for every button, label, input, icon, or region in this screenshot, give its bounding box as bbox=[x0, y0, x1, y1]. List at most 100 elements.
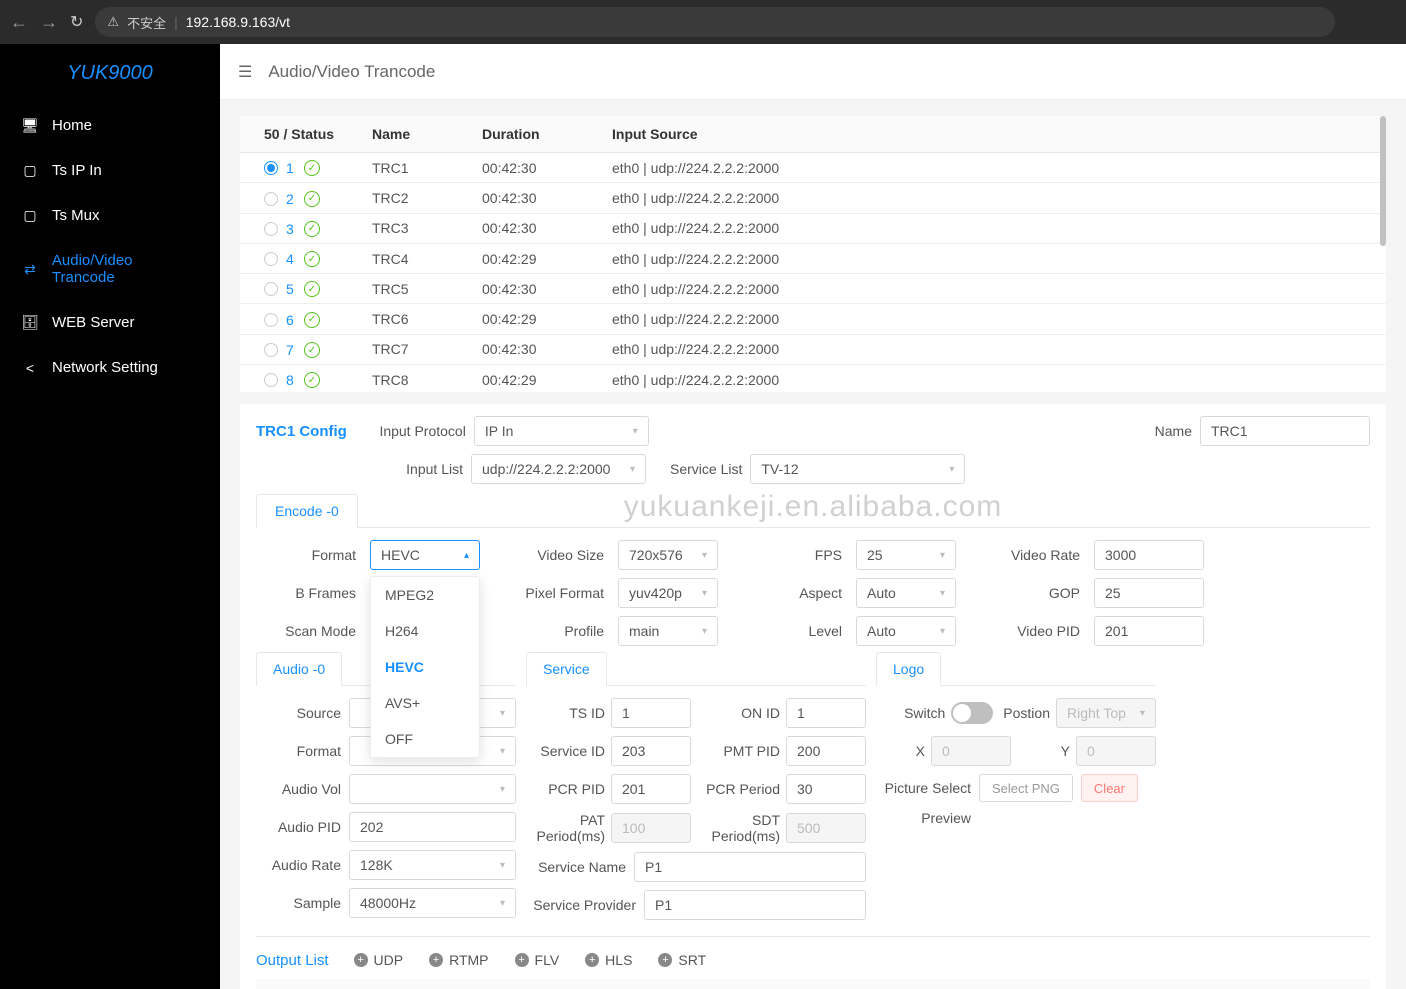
sidebar-item-network[interactable]: < Network Setting bbox=[0, 345, 220, 390]
table-row[interactable]: 2✓ TRC2 00:42:30 eth0 | udp://224.2.2.2:… bbox=[240, 183, 1386, 213]
sidebar-item-web-server[interactable]: 🗄 WEB Server bbox=[0, 300, 220, 345]
chevron-up-icon: ▴ bbox=[464, 550, 469, 561]
row-source: eth0 | udp://224.2.2.2:2000 bbox=[600, 274, 1386, 304]
th-status: 50 / Status bbox=[240, 116, 360, 153]
clear-button[interactable]: Clear bbox=[1081, 774, 1138, 802]
select-png-button[interactable]: Select PNG bbox=[979, 774, 1073, 802]
sidebar-item-transcode[interactable]: ⇄ Audio/Video Trancode bbox=[0, 238, 220, 300]
th-out-status: Status bbox=[296, 979, 366, 989]
audio-format-label: Format bbox=[256, 743, 341, 759]
pixel-format-select[interactable]: yuv420p▾ bbox=[618, 578, 718, 608]
row-radio[interactable] bbox=[264, 161, 278, 175]
tab-service[interactable]: Service bbox=[526, 652, 607, 686]
row-radio[interactable] bbox=[264, 192, 278, 206]
audio-pid-input[interactable]: 202 bbox=[349, 812, 516, 842]
profile-label: Profile bbox=[494, 623, 604, 639]
add-output-rtmp[interactable]: +RTMP bbox=[418, 947, 499, 973]
plus-icon: + bbox=[658, 953, 672, 967]
row-duration: 00:42:30 bbox=[470, 274, 600, 304]
fps-select[interactable]: 25▾ bbox=[856, 540, 956, 570]
service-list-select[interactable]: TV-12▾ bbox=[750, 454, 965, 484]
service-provider-input[interactable]: P1 bbox=[644, 890, 866, 920]
dropdown-option[interactable]: MPEG2 bbox=[371, 577, 479, 613]
audio-vol-select[interactable]: ▾ bbox=[349, 774, 516, 804]
switch-label: Switch bbox=[876, 705, 945, 721]
back-icon[interactable]: ← bbox=[10, 12, 28, 33]
onid-input[interactable]: 1 bbox=[786, 698, 866, 728]
row-radio[interactable] bbox=[264, 313, 278, 327]
row-duration: 00:42:30 bbox=[470, 213, 600, 243]
reload-icon[interactable]: ↻ bbox=[70, 12, 83, 32]
video-pid-input[interactable]: 201 bbox=[1094, 616, 1204, 646]
input-list-select[interactable]: udp://224.2.2.2:2000▾ bbox=[471, 454, 646, 484]
menu-icon[interactable]: ☰ bbox=[238, 62, 252, 82]
table-row[interactable]: 6✓ TRC6 00:42:29 eth0 | udp://224.2.2.2:… bbox=[240, 304, 1386, 334]
sdt-period-input: 500 bbox=[786, 813, 866, 843]
tab-logo[interactable]: Logo bbox=[876, 652, 941, 686]
row-index: 3 bbox=[286, 221, 304, 237]
tsid-input[interactable]: 1 bbox=[611, 698, 691, 728]
add-output-flv[interactable]: +FLV bbox=[504, 947, 571, 973]
logo-switch-toggle[interactable] bbox=[951, 702, 993, 724]
add-output-srt[interactable]: +SRT bbox=[647, 947, 717, 973]
add-output-hls[interactable]: +HLS bbox=[574, 947, 643, 973]
video-size-select[interactable]: 720x576▾ bbox=[618, 540, 718, 570]
check-icon: ✓ bbox=[304, 281, 320, 297]
audio-pid-label: Audio PID bbox=[256, 819, 341, 835]
format-dropdown[interactable]: MPEG2H264HEVCAVS+OFF bbox=[370, 576, 480, 758]
audio-rate-select[interactable]: 128K▾ bbox=[349, 850, 516, 880]
row-radio[interactable] bbox=[264, 282, 278, 296]
chevron-down-icon: ▾ bbox=[1140, 708, 1145, 719]
sidebar: YUK9000 🖥 Home ▢ Ts IP In ▢ Ts Mux ⇄ Aud… bbox=[0, 44, 220, 989]
audio-sample-select[interactable]: 48000Hz▾ bbox=[349, 888, 516, 918]
add-output-udp[interactable]: +UDP bbox=[343, 947, 415, 973]
config-panel: TRC1 Config Input Protocol IP In▾ Name T… bbox=[240, 404, 1386, 989]
aspect-select[interactable]: Auto▾ bbox=[856, 578, 956, 608]
table-row[interactable]: 4✓ TRC4 00:42:29 eth0 | udp://224.2.2.2:… bbox=[240, 243, 1386, 273]
dropdown-option[interactable]: AVS+ bbox=[371, 685, 479, 721]
sidebar-item-ts-ip-in[interactable]: ▢ Ts IP In bbox=[0, 148, 220, 193]
table-row[interactable]: 5✓ TRC5 00:42:30 eth0 | udp://224.2.2.2:… bbox=[240, 274, 1386, 304]
chevron-down-icon: ▾ bbox=[940, 550, 945, 561]
service-name-input[interactable]: P1 bbox=[634, 852, 866, 882]
chevron-down-icon: ▾ bbox=[500, 860, 505, 871]
dropdown-option[interactable]: HEVC bbox=[371, 649, 479, 685]
table-row[interactable]: 1✓ TRC1 00:42:30 eth0 | udp://224.2.2.2:… bbox=[240, 153, 1386, 183]
format-select[interactable]: HEVC▴ bbox=[370, 540, 480, 570]
sidebar-item-ts-mux[interactable]: ▢ Ts Mux bbox=[0, 193, 220, 238]
row-name: TRC2 bbox=[360, 183, 470, 213]
dropdown-option[interactable]: H264 bbox=[371, 613, 479, 649]
check-icon: ✓ bbox=[304, 191, 320, 207]
gop-input[interactable]: 25 bbox=[1094, 578, 1204, 608]
sidebar-item-label: Audio/Video Trancode bbox=[52, 252, 198, 286]
input-protocol-select[interactable]: IP In▾ bbox=[474, 416, 649, 446]
share-icon: < bbox=[22, 360, 38, 376]
table-row[interactable]: 7✓ TRC7 00:42:30 eth0 | udp://224.2.2.2:… bbox=[240, 334, 1386, 364]
dropdown-option[interactable]: OFF bbox=[371, 721, 479, 757]
sidebar-item-label: Home bbox=[52, 117, 92, 134]
audio-source-label: Source bbox=[256, 705, 341, 721]
name-input[interactable]: TRC1 bbox=[1200, 416, 1370, 446]
service-id-input[interactable]: 203 bbox=[611, 736, 691, 766]
url-bar[interactable]: ⚠ 不安全 | 192.168.9.163/vt bbox=[95, 7, 1335, 37]
row-radio[interactable] bbox=[264, 252, 278, 266]
pmt-pid-input[interactable]: 200 bbox=[786, 736, 866, 766]
table-row[interactable]: 8✓ TRC8 00:42:29 eth0 | udp://224.2.2.2:… bbox=[240, 365, 1386, 392]
table-row[interactable]: 3✓ TRC3 00:42:30 eth0 | udp://224.2.2.2:… bbox=[240, 213, 1386, 243]
row-name: TRC4 bbox=[360, 243, 470, 273]
monitor-icon: 🖥 bbox=[22, 117, 38, 134]
level-select[interactable]: Auto▾ bbox=[856, 616, 956, 646]
pcr-period-input[interactable]: 30 bbox=[786, 774, 866, 804]
check-icon: ✓ bbox=[304, 221, 320, 237]
tab-encode[interactable]: Encode -0 bbox=[256, 494, 358, 528]
row-radio[interactable] bbox=[264, 373, 278, 387]
tab-audio[interactable]: Audio -0 bbox=[256, 652, 342, 686]
sidebar-item-home[interactable]: 🖥 Home bbox=[0, 103, 220, 148]
video-rate-input[interactable]: 3000 bbox=[1094, 540, 1204, 570]
profile-select[interactable]: main▾ bbox=[618, 616, 718, 646]
chevron-down-icon: ▾ bbox=[702, 550, 707, 561]
pcr-pid-input[interactable]: 201 bbox=[611, 774, 691, 804]
forward-icon[interactable]: → bbox=[40, 12, 58, 33]
row-radio[interactable] bbox=[264, 222, 278, 236]
row-radio[interactable] bbox=[264, 343, 278, 357]
